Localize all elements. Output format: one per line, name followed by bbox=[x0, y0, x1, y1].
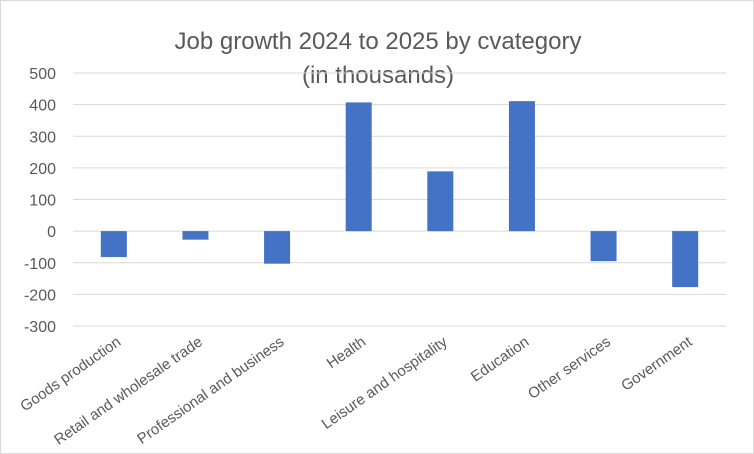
bar-4 bbox=[427, 171, 454, 232]
x-tick-label: Government bbox=[618, 333, 696, 395]
bar-7 bbox=[672, 231, 699, 288]
bar-2 bbox=[264, 231, 291, 264]
x-tick-label: Other services bbox=[525, 333, 614, 402]
x-tick-label: Health bbox=[324, 333, 369, 372]
bar-6 bbox=[590, 231, 617, 262]
x-tick-label: Retail and wholesale trade bbox=[51, 333, 206, 448]
bar-5 bbox=[508, 101, 535, 232]
chart-title: Job growth 2024 to 2025 by cvategory bbox=[175, 28, 582, 55]
bar-0 bbox=[100, 231, 127, 258]
bar-1 bbox=[182, 231, 209, 240]
y-tick-label: 200 bbox=[29, 161, 56, 178]
y-tick-label: 100 bbox=[29, 193, 56, 210]
x-tick-label: Education bbox=[468, 333, 532, 385]
y-tick-label: -100 bbox=[24, 256, 56, 273]
bar-3 bbox=[345, 102, 372, 232]
x-tick-label: Professional and business bbox=[134, 333, 287, 447]
chart-subtitle: (in thousands) bbox=[302, 62, 454, 89]
y-tick-label: 500 bbox=[29, 66, 56, 83]
y-tick-label: -200 bbox=[24, 287, 56, 304]
y-tick-label: 0 bbox=[47, 224, 56, 241]
y-tick-label: 300 bbox=[29, 129, 56, 146]
y-tick-label: 400 bbox=[29, 98, 56, 115]
y-tick-label: -300 bbox=[24, 319, 56, 336]
